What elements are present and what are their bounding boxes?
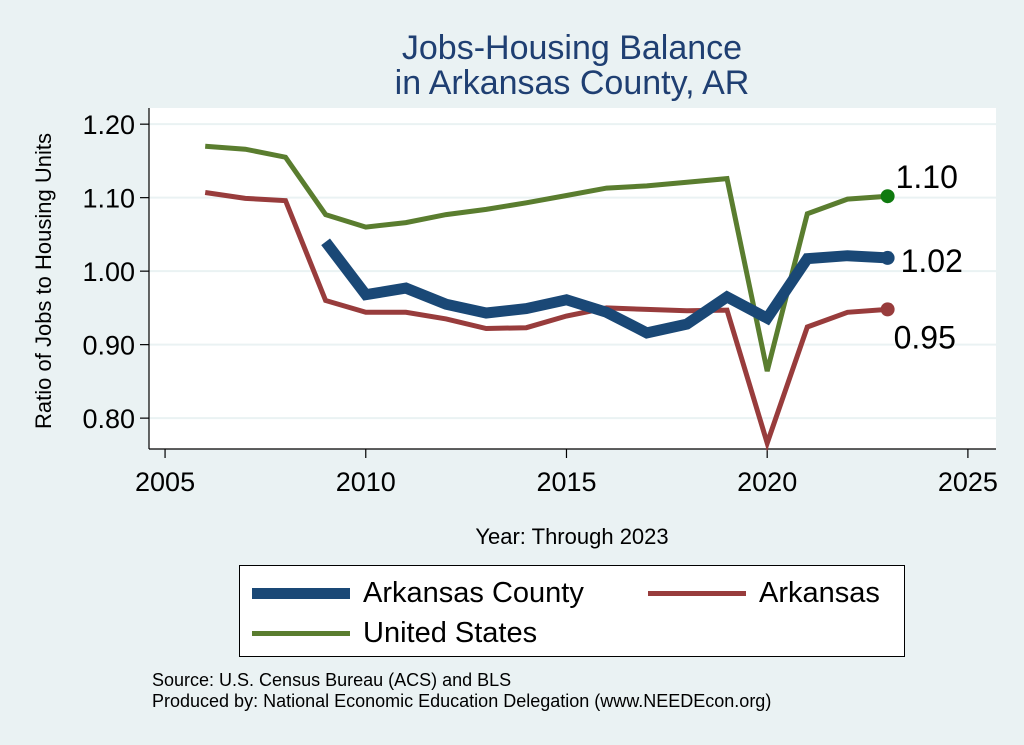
plot-background [149, 108, 996, 449]
end-marker-arkansas [880, 302, 895, 317]
legend-label-arkansas: Arkansas [759, 577, 880, 609]
x-tick-label: 2020 [737, 467, 797, 497]
y-tick-label: 0.90 [82, 331, 135, 361]
x-tick-label: 2015 [536, 467, 596, 497]
produced-by-note: Produced by: National Economic Education… [152, 691, 772, 711]
x-axis-label: Year: Through 2023 [475, 524, 668, 549]
legend: Arkansas County Arkansas United States [239, 565, 905, 657]
series-line-united-states [205, 143, 888, 372]
legend-swatch-arkansas-county [252, 588, 350, 599]
end-marker-united-states [880, 189, 895, 204]
end-label-united-states: 1.10 [896, 159, 958, 195]
legend-label-arkansas-county: Arkansas County [363, 577, 584, 609]
y-tick-label: 1.00 [82, 257, 135, 287]
x-tick-label: 2010 [336, 467, 396, 497]
chart: Jobs-Housing Balance in Arkansas County,… [31, 29, 998, 549]
legend-swatch-united-states [252, 631, 350, 636]
y-tick-label: 0.80 [82, 404, 135, 434]
chart-title-line-2: in Arkansas County, AR [395, 64, 750, 102]
chart-title-line-1: Jobs-Housing Balance [402, 29, 742, 67]
legend-item-united-states: United States [252, 617, 537, 650]
y-tick-label: 1.10 [82, 184, 135, 214]
end-marker-arkansas-county [880, 250, 895, 265]
end-label-arkansas-county: 1.02 [901, 243, 963, 279]
legend-label-united-states: United States [363, 617, 538, 649]
legend-item-arkansas: Arkansas [648, 577, 880, 610]
series-line-arkansas-county [321, 238, 888, 339]
plot-area: 0.80 0.90 1.00 1.10 1.20 2005 2010 2015 2020 2025… [82, 108, 998, 497]
x-tick-label: 2005 [135, 467, 195, 497]
source-note: Source: U.S. Census Bureau (ACS) and BLS [152, 670, 512, 690]
series-line-arkansas [204, 190, 888, 452]
legend-item-arkansas-county: Arkansas County [252, 577, 584, 610]
y-tick-label: 1.20 [82, 110, 135, 140]
legend-swatch-arkansas [648, 591, 746, 596]
footer: Source: U.S. Census Bureau (ACS) and BLS… [152, 670, 771, 712]
x-tick-label: 2025 [938, 467, 998, 497]
end-label-arkansas: 0.95 [894, 319, 956, 355]
y-axis-label: Ratio of Jobs to Housing Units [31, 133, 56, 429]
